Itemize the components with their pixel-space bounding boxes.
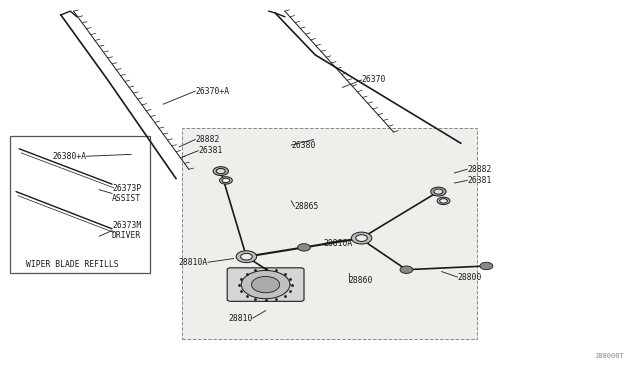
Text: 26373M
DRIVER: 26373M DRIVER xyxy=(112,221,141,240)
Circle shape xyxy=(241,253,252,260)
Text: 26370+A: 26370+A xyxy=(195,87,229,96)
Text: 28865: 28865 xyxy=(294,202,319,211)
Text: 28810: 28810 xyxy=(228,314,253,323)
Text: 28800: 28800 xyxy=(458,273,482,282)
Text: 28882: 28882 xyxy=(467,165,492,174)
Text: J88000T: J88000T xyxy=(595,353,624,359)
Circle shape xyxy=(252,276,280,293)
Circle shape xyxy=(480,262,493,270)
Text: 28882: 28882 xyxy=(195,135,220,144)
Circle shape xyxy=(216,169,225,174)
Circle shape xyxy=(440,199,447,203)
Text: 26381: 26381 xyxy=(198,146,223,155)
Text: 26373P
ASSIST: 26373P ASSIST xyxy=(112,184,141,203)
Text: 28860: 28860 xyxy=(349,276,373,285)
Circle shape xyxy=(431,187,446,196)
Circle shape xyxy=(351,232,372,244)
Text: WIPER BLADE REFILLS: WIPER BLADE REFILLS xyxy=(26,260,118,269)
Circle shape xyxy=(236,251,257,263)
Text: 26381: 26381 xyxy=(467,176,492,185)
Text: 26380+A: 26380+A xyxy=(52,152,86,161)
Text: 28810A: 28810A xyxy=(179,258,208,267)
Circle shape xyxy=(213,167,228,176)
Bar xyxy=(10,136,150,273)
Bar xyxy=(182,128,477,339)
Circle shape xyxy=(241,270,290,299)
Circle shape xyxy=(222,178,230,183)
Circle shape xyxy=(356,235,367,241)
Text: 26380: 26380 xyxy=(291,141,316,150)
FancyBboxPatch shape xyxy=(227,268,304,301)
Circle shape xyxy=(434,189,443,194)
Text: 28810A: 28810A xyxy=(323,239,353,248)
Circle shape xyxy=(298,244,310,251)
Circle shape xyxy=(437,197,450,205)
Circle shape xyxy=(400,266,413,273)
Circle shape xyxy=(220,177,232,184)
Text: 26370: 26370 xyxy=(362,76,386,84)
